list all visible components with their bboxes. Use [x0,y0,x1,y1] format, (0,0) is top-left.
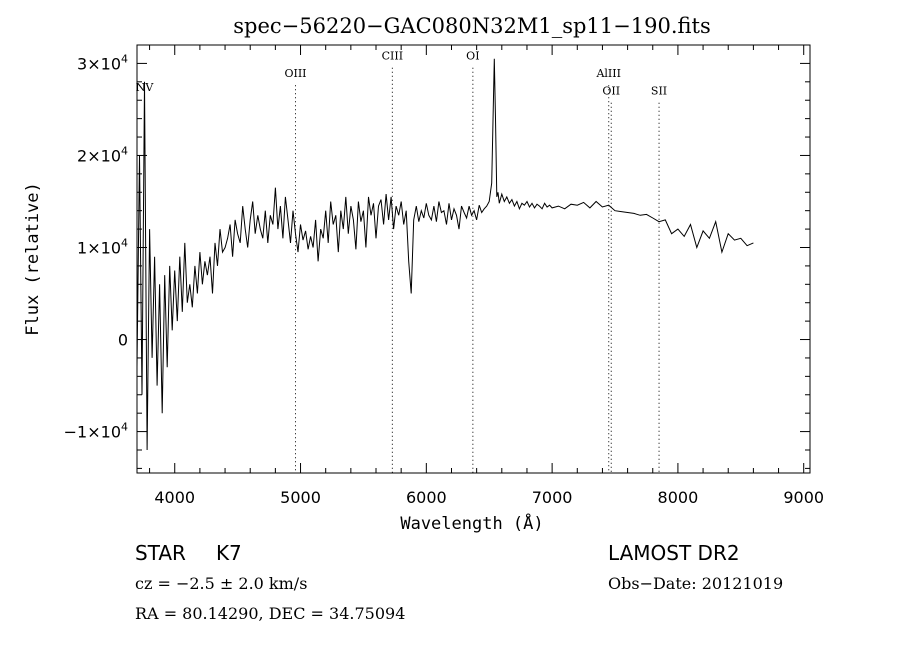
line-label: OII [602,85,620,98]
x-axis-label: Wavelength (Å) [400,512,543,534]
subclass-label: K7 [215,541,242,565]
line-label: OI [466,50,479,63]
line-label: OIII [284,67,306,80]
spectral-line-markers: NV OIII CIII OI AlIII OII SII [136,50,667,473]
x-tick-label: 9000 [783,488,824,507]
y-axis-label: Flux (relative) [23,182,43,336]
line-label: NV [136,81,155,94]
y-tick-label: 2×104 [77,144,128,165]
axis-ticks [137,44,810,473]
line-label: CIII [382,50,403,63]
redshift-text: cz = −2.5 ± 2.0 km/s [135,574,308,593]
spectrum-line [136,58,754,451]
x-tick-label: 5000 [280,488,321,507]
x-tick-label: 6000 [406,488,447,507]
line-label: SII [651,85,667,98]
x-tick-label: 7000 [532,488,573,507]
survey-label: LAMOST DR2 [608,541,740,565]
x-tick-label: 4000 [154,488,195,507]
x-tick-label: 8000 [658,488,699,507]
y-tick-label: 3×104 [77,52,128,73]
line-label: AlIII [595,67,621,80]
obs-date-text: Obs−Date: 20121019 [608,574,784,593]
x-tick-labels: 4000 5000 6000 7000 8000 9000 [154,488,824,507]
y-tick-label: −1×104 [64,421,128,442]
plot-frame [136,44,811,474]
coordinates-text: RA = 80.14290, DEC = 34.75094 [135,604,406,623]
y-tick-labels: −1×104 0 1×104 2×104 3×104 [64,52,128,441]
class-label: STAR [135,541,186,565]
y-tick-label: 1×104 [77,236,128,257]
chart-title: spec−56220−GAC080N32M1_sp11−190.fits [233,14,710,38]
object-class: STAR K7 [135,541,242,565]
y-tick-label: 0 [118,331,128,350]
